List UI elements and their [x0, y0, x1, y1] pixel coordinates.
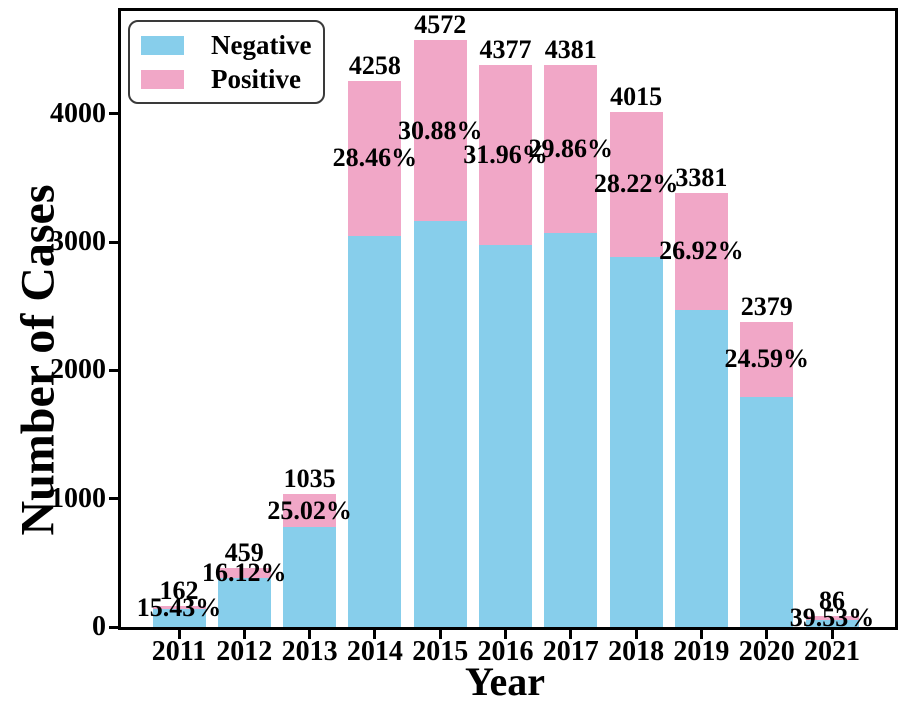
legend-row-positive: Positive: [141, 64, 311, 94]
x-tick-mark: [438, 630, 442, 639]
x-tick-label: 2018: [608, 636, 665, 667]
plot-frame: [118, 8, 898, 630]
x-tick-label: 2021: [804, 636, 860, 667]
x-tick-mark: [504, 630, 507, 639]
x-tick-label: 2012: [216, 636, 273, 667]
legend-swatch-negative: [141, 35, 184, 55]
x-tick-mark: [242, 630, 246, 639]
legend-label-positive: Positive: [211, 64, 301, 94]
y-tick-mark: [109, 368, 118, 372]
x-tick-mark: [830, 630, 834, 639]
x-tick-label: 2015: [412, 636, 469, 667]
x-tick-label: 2014: [346, 636, 403, 667]
x-tick-mark: [373, 630, 377, 639]
x-tick-label: 2013: [281, 636, 338, 667]
y-tick-mark: [109, 625, 118, 629]
legend-label-negative: Negative: [211, 30, 312, 60]
x-tick-mark: [569, 630, 573, 639]
x-tick-label: 2011: [151, 636, 207, 667]
y-axis-title: Number of Cases: [11, 184, 65, 536]
x-tick-mark: [177, 630, 181, 639]
legend: Negative Positive: [128, 20, 326, 104]
x-tick-mark: [634, 630, 638, 639]
x-tick-label: 2020: [738, 636, 795, 667]
x-tick-label: 2019: [673, 636, 730, 667]
x-tick-label: 2017: [542, 636, 599, 667]
x-axis-title: Year: [465, 659, 545, 704]
x-tick-mark: [308, 630, 312, 639]
y-tick-mark: [109, 240, 118, 244]
x-tick-mark: [765, 630, 769, 639]
x-tick-mark: [699, 630, 703, 639]
y-tick-label: 4000: [50, 97, 106, 129]
y-tick-mark: [109, 497, 118, 501]
legend-swatch-positive: [141, 69, 184, 89]
y-tick-mark: [109, 112, 118, 116]
legend-row-negative: Negative: [141, 30, 311, 60]
y-tick-label: 0: [92, 611, 106, 642]
